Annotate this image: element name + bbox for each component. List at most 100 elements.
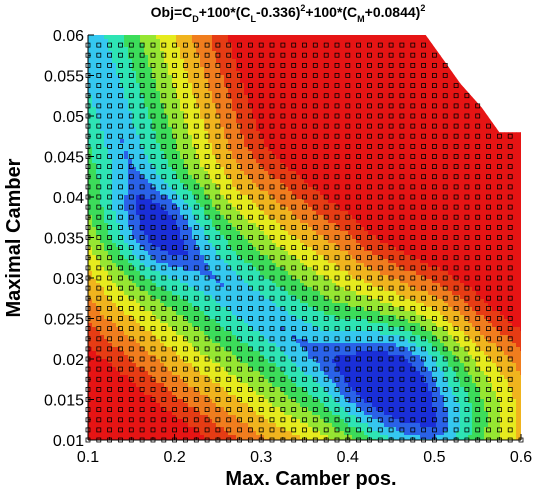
- contour-cell: [252, 191, 257, 196]
- contour-cell: [476, 107, 481, 112]
- contour-cell: [248, 191, 253, 196]
- contour-cell: [260, 155, 265, 160]
- contour-cell: [140, 83, 145, 88]
- contour-cell: [480, 79, 485, 84]
- contour-cell: [416, 147, 421, 152]
- contour-cell: [192, 59, 197, 64]
- contour-cell: [184, 47, 189, 52]
- contour-cell: [256, 179, 261, 184]
- contour-cell: [300, 119, 305, 124]
- contour-cell: [188, 207, 193, 212]
- contour-cell: [264, 87, 269, 92]
- contour-cell: [488, 111, 493, 116]
- contour-cell: [344, 199, 349, 204]
- contour-cell: [400, 59, 405, 64]
- contour-cell: [384, 67, 389, 72]
- contour-cell: [156, 199, 161, 204]
- contour-cell: [244, 55, 249, 60]
- contour-cell: [456, 35, 461, 40]
- contour-cell: [404, 167, 409, 172]
- contour-cell: [260, 35, 265, 40]
- contour-cell: [112, 147, 117, 152]
- contour-cell: [336, 139, 341, 144]
- contour-cell: [332, 43, 337, 48]
- contour-cell: [340, 151, 345, 156]
- contour-cell: [420, 95, 425, 100]
- contour-cell: [500, 55, 505, 60]
- contour-cell: [352, 75, 357, 80]
- contour-cell: [144, 119, 149, 124]
- contour-cell: [112, 39, 117, 44]
- contour-cell: [304, 111, 309, 116]
- contour-cell: [428, 47, 433, 52]
- contour-cell: [516, 95, 521, 100]
- contour-cell: [120, 159, 125, 164]
- contour-cell: [136, 59, 141, 64]
- contour-cell: [320, 103, 325, 108]
- contour-cell: [192, 159, 197, 164]
- contour-cell: [148, 191, 153, 196]
- contour-cell: [456, 55, 461, 60]
- contour-cell: [508, 163, 513, 168]
- contour-cell: [468, 147, 473, 152]
- contour-cell: [464, 195, 469, 200]
- contour-cell: [460, 47, 465, 52]
- contour-cell: [168, 43, 173, 48]
- contour-cell: [220, 87, 225, 92]
- contour-cell: [360, 111, 365, 116]
- contour-cell: [512, 131, 517, 136]
- contour-cell: [100, 171, 105, 176]
- contour-cell: [444, 51, 449, 56]
- contour-cell: [220, 199, 225, 204]
- contour-cell: [392, 91, 397, 96]
- contour-cell: [384, 171, 389, 176]
- contour-cell: [344, 107, 349, 112]
- contour-cell: [428, 107, 433, 112]
- contour-cell: [144, 143, 149, 148]
- contour-cell: [516, 179, 521, 184]
- contour-cell: [328, 35, 333, 40]
- contour-cell: [200, 79, 205, 84]
- contour-cell: [144, 91, 149, 96]
- contour-cell: [388, 215, 393, 220]
- contour-cell: [292, 179, 297, 184]
- contour-cell: [332, 47, 337, 52]
- contour-cell: [220, 111, 225, 116]
- contour-cell: [152, 35, 157, 40]
- contour-cell: [504, 203, 509, 208]
- contour-cell: [344, 83, 349, 88]
- contour-cell: [212, 39, 217, 44]
- contour-cell: [288, 155, 293, 160]
- contour-cell: [360, 151, 365, 156]
- contour-cell: [180, 159, 185, 164]
- contour-cell: [496, 127, 501, 132]
- contour-cell: [392, 179, 397, 184]
- contour-cell: [200, 195, 205, 200]
- contour-cell: [384, 163, 389, 168]
- contour-cell: [252, 211, 257, 216]
- contour-cell: [108, 159, 113, 164]
- contour-cell: [172, 59, 177, 64]
- contour-cell: [484, 167, 489, 172]
- contour-cell: [344, 175, 349, 180]
- contour-cell: [312, 139, 317, 144]
- contour-cell: [432, 47, 437, 52]
- contour-cell: [200, 199, 205, 204]
- contour-cell: [420, 63, 425, 68]
- contour-cell: [488, 67, 493, 72]
- contour-cell: [220, 103, 225, 108]
- contour-cell: [152, 211, 157, 216]
- contour-cell: [236, 143, 241, 148]
- contour-cell: [508, 103, 513, 108]
- contour-cell: [488, 71, 493, 76]
- contour-cell: [440, 207, 445, 212]
- contour-cell: [388, 179, 393, 184]
- contour-cell: [224, 43, 229, 48]
- contour-cell: [332, 55, 337, 60]
- contour-cell: [388, 135, 393, 140]
- contour-cell: [428, 123, 433, 128]
- contour-cell: [372, 191, 377, 196]
- contour-cell: [220, 75, 225, 80]
- contour-cell: [172, 139, 177, 144]
- contour-cell: [392, 131, 397, 136]
